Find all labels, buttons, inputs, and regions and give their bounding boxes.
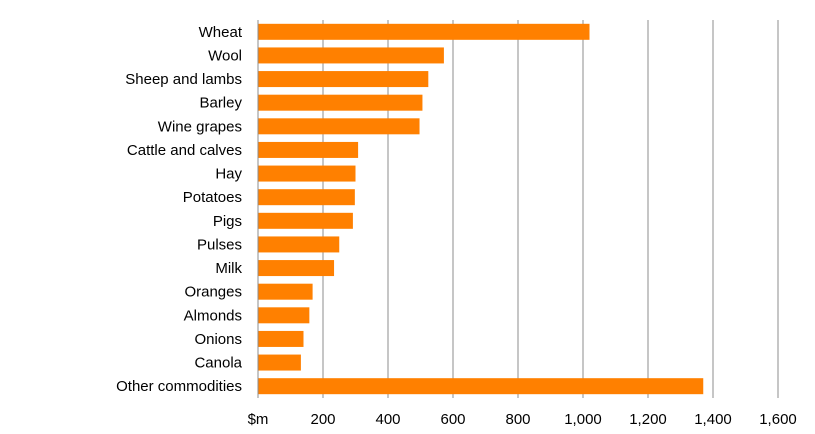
bar-wine-grapes — [258, 118, 420, 135]
bars — [258, 23, 704, 395]
x-tick-label: 1,600 — [759, 411, 797, 428]
bar-onions — [258, 330, 304, 347]
x-tick-labels: $m 200 400 600 800 1,000 1,200 1,400 1,600 — [248, 411, 797, 428]
bar-milk — [258, 260, 335, 277]
bar-wheat — [258, 23, 590, 40]
category-label: Wine grapes — [158, 118, 242, 135]
x-tick-label: 200 — [310, 411, 335, 428]
bar-pulses — [258, 236, 340, 253]
category-label: Other commodities — [116, 378, 242, 395]
x-tick-label: 1,400 — [694, 411, 732, 428]
bar-canola — [258, 354, 301, 371]
category-label: Milk — [215, 260, 242, 277]
category-label: Almonds — [184, 307, 242, 324]
bar-pigs — [258, 212, 353, 229]
x-tick-label: 800 — [505, 411, 530, 428]
x-tick-label: 400 — [375, 411, 400, 428]
category-label: Wheat — [199, 24, 243, 41]
category-label: Canola — [194, 355, 242, 372]
x-tick-label: 600 — [440, 411, 465, 428]
category-labels: Wheat Wool Sheep and lambs Barley Wine grape… — [116, 24, 243, 395]
category-label: Onions — [194, 331, 242, 348]
bar-barley — [258, 94, 423, 111]
bar-oranges — [258, 283, 313, 300]
bar-cattle-and-calves — [258, 141, 359, 158]
category-label: Potatoes — [183, 189, 242, 206]
bar-wool — [258, 47, 444, 64]
x-tick-label: $m — [248, 411, 269, 428]
x-tick-label: 1,200 — [629, 411, 667, 428]
category-label: Wool — [208, 47, 242, 64]
bar-almonds — [258, 307, 310, 324]
bar-hay — [258, 165, 356, 182]
x-tick-label: 1,000 — [564, 411, 602, 428]
category-label: Hay — [215, 166, 242, 183]
bar-potatoes — [258, 189, 355, 206]
category-label: Pulses — [197, 236, 242, 253]
category-label: Sheep and lambs — [125, 71, 242, 88]
category-label: Pigs — [213, 213, 242, 230]
category-label: Oranges — [184, 284, 242, 301]
category-label: Barley — [199, 95, 242, 112]
bar-sheep-and-lambs — [258, 71, 429, 88]
bar-other-commodities — [258, 378, 704, 395]
category-label: Cattle and calves — [127, 142, 242, 159]
